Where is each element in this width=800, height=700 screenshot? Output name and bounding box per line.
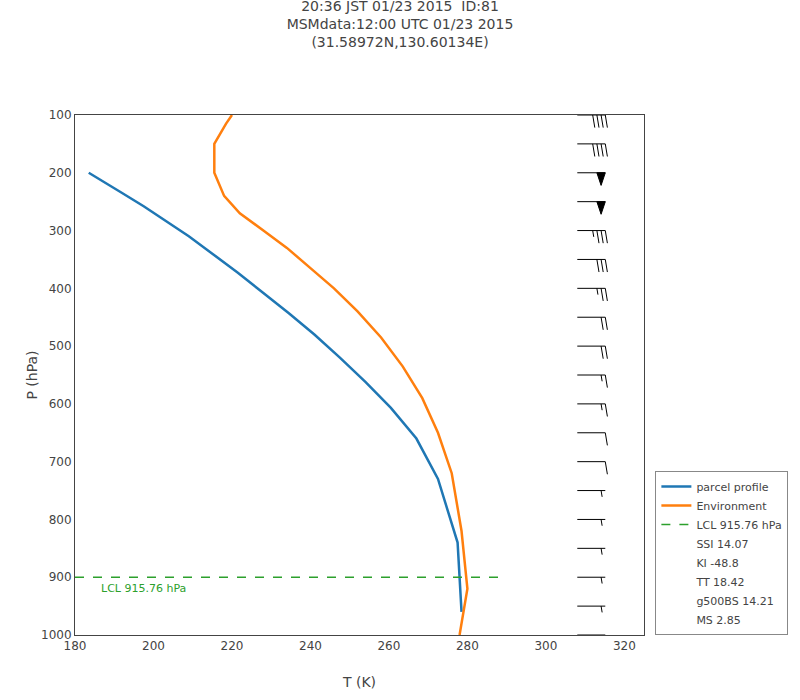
svg-text:220: 220	[221, 639, 244, 653]
svg-text:700: 700	[49, 455, 72, 469]
svg-text:180: 180	[64, 639, 87, 653]
svg-text:320: 320	[613, 639, 636, 653]
svg-text:300: 300	[534, 639, 557, 653]
svg-text:1000: 1000	[41, 628, 72, 642]
svg-text:300: 300	[49, 224, 72, 238]
svg-text:T (K): T (K)	[342, 674, 376, 690]
svg-text:100: 100	[49, 108, 72, 122]
svg-text:Environment: Environment	[696, 500, 767, 513]
svg-text:260: 260	[377, 639, 400, 653]
svg-text:240: 240	[299, 639, 322, 653]
svg-text:MS 2.85: MS 2.85	[696, 614, 740, 627]
svg-text:LCL 915.76 hPa: LCL 915.76 hPa	[101, 582, 186, 595]
svg-text:parcel profile: parcel profile	[696, 481, 768, 494]
svg-text:P (hPa): P (hPa)	[24, 350, 40, 399]
svg-text:LCL 915.76 hPa: LCL 915.76 hPa	[696, 519, 781, 532]
svg-text:600: 600	[49, 397, 72, 411]
svg-text:KI -48.8: KI -48.8	[696, 557, 738, 570]
svg-text:SSI 14.07: SSI 14.07	[696, 538, 748, 551]
svg-text:900: 900	[49, 570, 72, 584]
svg-text:200: 200	[142, 639, 165, 653]
svg-text:400: 400	[49, 282, 72, 296]
svg-text:g500BS 14.21: g500BS 14.21	[696, 595, 773, 608]
svg-text:200: 200	[49, 166, 72, 180]
svg-text:500: 500	[49, 339, 72, 353]
svg-text:20:36 JST 01/23 2015 ID:81MSM: 20:36 JST 01/23 2015 ID:81MSMdata:12:00 …	[287, 0, 514, 50]
svg-text:800: 800	[49, 513, 72, 527]
svg-text:280: 280	[456, 639, 479, 653]
svg-text:TT 18.42: TT 18.42	[695, 576, 744, 589]
